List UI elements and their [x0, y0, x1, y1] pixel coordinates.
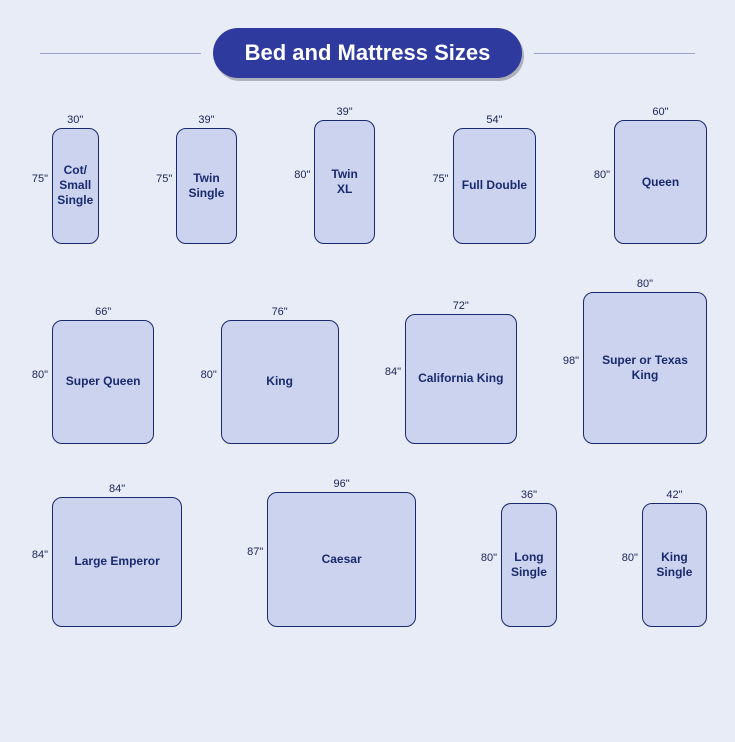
mattress-name: Long Single	[511, 550, 547, 580]
height-label: 75"	[28, 173, 48, 185]
mattress-column: 54" Full Double	[453, 114, 537, 244]
mattress-item: 75" 30" Cot/ Small Single	[28, 114, 99, 244]
mattress-name: Twin Single	[181, 171, 231, 201]
mattress-item: 80" 66" Super Queen	[28, 306, 154, 444]
width-label: 96"	[334, 478, 350, 490]
height-label: 87"	[243, 546, 263, 558]
mattress-item: 80" 60" Queen	[590, 106, 707, 244]
height-label: 98"	[559, 355, 579, 367]
mattress-name: Full Double	[462, 178, 527, 193]
mattress-column: 39" Twin XL	[314, 106, 374, 244]
mattress-column: 60" Queen	[614, 106, 707, 244]
mattress-name: Super or Texas King	[588, 353, 702, 383]
width-label: 54"	[486, 114, 502, 126]
title-pill: Bed and Mattress Sizes	[213, 28, 523, 78]
mattress-name: Cot/ Small Single	[57, 163, 94, 208]
mattress-item: 80" 76" King	[197, 306, 339, 444]
height-label: 80"	[590, 169, 610, 181]
mattress-column: 84" Large Emperor	[52, 483, 182, 627]
mattress-column: 76" King	[221, 306, 339, 444]
mattress-item: 98" 80" Super or Texas King	[559, 278, 707, 444]
mattress-column: 96" Caesar	[267, 478, 416, 627]
mattress-column: 42" King Single	[642, 489, 707, 627]
mattress-item: 80" 36" Long Single	[477, 489, 557, 627]
mattress-item: 80" 42" King Single	[618, 489, 707, 627]
mattress-name: King Single	[647, 550, 702, 580]
mattress-name: California King	[418, 371, 503, 386]
width-label: 39"	[198, 114, 214, 126]
width-label: 80"	[637, 278, 653, 290]
mattress-item: 75" 39" Twin Single	[152, 114, 236, 244]
height-label: 84"	[28, 549, 48, 561]
mattress-box: Twin XL	[314, 120, 374, 244]
mattress-item: 87" 96" Caesar	[243, 478, 416, 627]
height-label: 80"	[477, 552, 497, 564]
mattress-name: Queen	[642, 175, 679, 190]
width-label: 76"	[272, 306, 288, 318]
divider-right	[534, 53, 695, 54]
height-label: 75"	[429, 173, 449, 185]
mattress-name: Twin XL	[331, 167, 357, 197]
size-row: 80" 66" Super Queen 80" 76" King 84" 72" Califor…	[28, 278, 707, 444]
height-label: 75"	[152, 173, 172, 185]
width-label: 30"	[67, 114, 83, 126]
mattress-column: 36" Long Single	[501, 489, 557, 627]
size-grid: 75" 30" Cot/ Small Single 75" 39" Twin Single…	[0, 96, 735, 627]
mattress-box: Long Single	[501, 503, 557, 627]
width-label: 39"	[337, 106, 353, 118]
mattress-column: 39" Twin Single	[176, 114, 236, 244]
mattress-item: 84" 72" California King	[381, 300, 517, 444]
mattress-column: 80" Super or Texas King	[583, 278, 707, 444]
mattress-column: 72" California King	[405, 300, 517, 444]
width-label: 72"	[453, 300, 469, 312]
width-label: 60"	[652, 106, 668, 118]
mattress-item: 84" 84" Large Emperor	[28, 483, 182, 627]
mattress-box: Cot/ Small Single	[52, 128, 99, 244]
header: Bed and Mattress Sizes	[0, 0, 735, 96]
mattress-box: King Single	[642, 503, 707, 627]
mattress-name: King	[266, 374, 293, 389]
height-label: 84"	[381, 366, 401, 378]
mattress-column: 30" Cot/ Small Single	[52, 114, 99, 244]
mattress-column: 66" Super Queen	[52, 306, 154, 444]
mattress-name: Super Queen	[66, 374, 141, 389]
height-label: 80"	[618, 552, 638, 564]
mattress-box: Caesar	[267, 492, 416, 627]
mattress-box: Twin Single	[176, 128, 236, 244]
size-row: 84" 84" Large Emperor 87" 96" Caesar 80" 36" Lon…	[28, 478, 707, 627]
mattress-box: Large Emperor	[52, 497, 182, 627]
mattress-name: Large Emperor	[74, 554, 159, 569]
mattress-box: Super or Texas King	[583, 292, 707, 444]
mattress-box: King	[221, 320, 339, 444]
height-label: 80"	[28, 369, 48, 381]
mattress-item: 80" 39" Twin XL	[290, 106, 374, 244]
divider-left	[40, 53, 201, 54]
mattress-box: Super Queen	[52, 320, 154, 444]
mattress-name: Caesar	[322, 552, 362, 567]
width-label: 66"	[95, 306, 111, 318]
mattress-box: California King	[405, 314, 517, 444]
mattress-box: Full Double	[453, 128, 537, 244]
mattress-box: Queen	[614, 120, 707, 244]
mattress-item: 75" 54" Full Double	[429, 114, 537, 244]
title-text: Bed and Mattress Sizes	[245, 40, 491, 65]
width-label: 84"	[109, 483, 125, 495]
height-label: 80"	[197, 369, 217, 381]
height-label: 80"	[290, 169, 310, 181]
width-label: 36"	[521, 489, 537, 501]
width-label: 42"	[666, 489, 682, 501]
size-row: 75" 30" Cot/ Small Single 75" 39" Twin Single…	[28, 106, 707, 244]
